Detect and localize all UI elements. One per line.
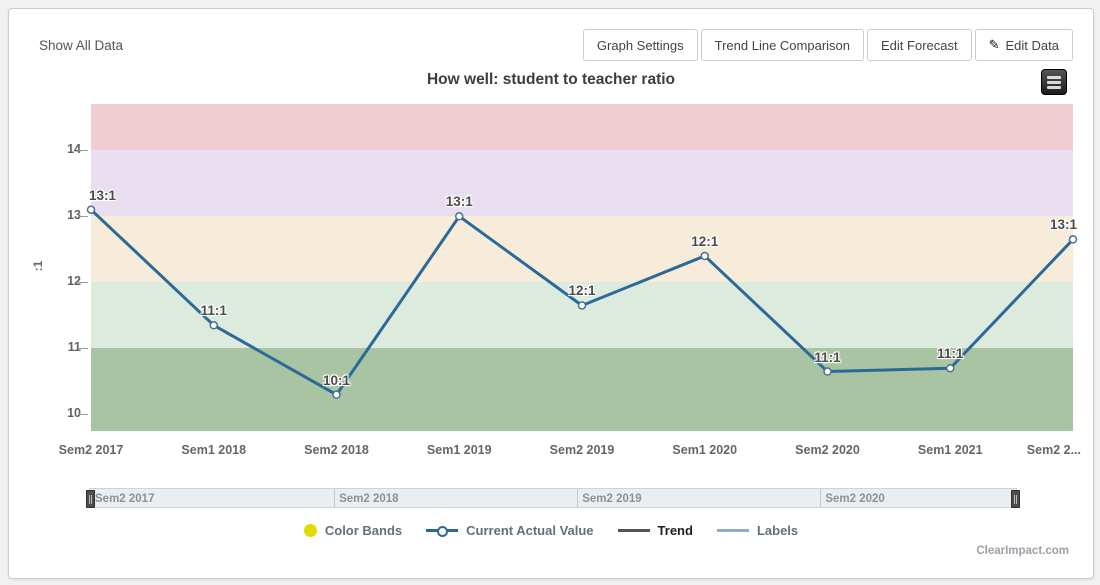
series-point-marker[interactable] [700,251,709,261]
y-tick-label: 12 [67,274,81,289]
series-point-marker[interactable] [577,301,587,310]
navigator-label: Sem2 2019 [582,493,642,505]
navigator-left-handle[interactable] [86,490,95,508]
series-point-marker[interactable] [209,321,218,330]
legend-item-trend[interactable]: Trend [617,523,693,538]
legend-line-icon [617,529,650,532]
y-tick-mark [78,282,88,284]
legend-line-icon [426,525,459,537]
y-tick-label: 10 [67,406,81,421]
x-tick-label: Sem2 2... [1026,443,1081,457]
x-tick-label: Sem2 2018 [304,443,369,457]
data-point-label: 11:1 [937,346,964,362]
pencil-icon: ✎ [988,37,1000,52]
legend-label: Color Bands [324,523,403,538]
color-red-band [91,104,1073,151]
color-amber-band [91,216,1073,283]
y-axis-title: :1 [31,260,45,272]
button-label: Graph Settings [596,37,684,53]
navigator-right-handle[interactable] [1011,490,1020,508]
data-point-label: 13:1 [89,187,117,203]
series-point-marker[interactable] [332,390,341,399]
legend-label: Trend [657,523,693,538]
series-point-marker[interactable] [823,367,832,376]
toolbar-button-group: Graph Settings Trend Line Comparison Edit … [582,29,1073,61]
y-tick-label: 14 [67,142,81,157]
hamburger-icon [1047,85,1061,89]
legend-item-current-actual-value[interactable]: Current Actual Value [426,523,594,538]
series-point-marker[interactable] [1068,235,1078,244]
x-tick-label: Sem1 2018 [181,443,247,457]
x-tick-label: Sem2 2020 [795,443,860,457]
chart-legend: Color Bands Current Actual Value Trend Labe… [9,523,1093,538]
chart-title: How well: student to teacher ratio [426,71,676,88]
chart-card: Show All Data Graph Settings Trend Line C… [8,8,1094,579]
data-point-label: 11:1 [200,303,227,319]
hamburger-icon [1047,75,1061,79]
x-tick-label: Sem1 2019 [426,443,492,457]
data-point-label: 12:1 [568,283,596,299]
show-all-data-link[interactable]: Show All Data [39,38,124,53]
y-tick-mark [78,414,88,416]
data-point-label: 12:1 [691,233,719,249]
export-menu-button[interactable] [1041,69,1067,95]
y-tick-mark [78,348,88,350]
legend-item-labels[interactable]: Labels [716,523,799,538]
x-tick-label: Sem1 2021 [917,443,983,457]
navigator-separator [820,489,822,507]
navigator-label: Sem2 2017 [95,493,155,505]
y-tick-mark [78,216,88,218]
navigator-separator [577,489,579,507]
y-tick-label: 11 [67,340,81,355]
edit-forecast-button[interactable]: Edit Forecast [867,29,972,61]
legend-label: Labels [756,523,799,538]
y-tick-mark [78,150,88,152]
legend-line-icon [716,529,749,532]
range-navigator[interactable]: Sem2 2017 Sem2 2018 Sem2 2019 Sem2 2020 [86,488,1020,508]
data-point-label: 13:1 [1049,217,1077,233]
color-purple-band [91,150,1073,217]
edit-data-button[interactable]: ✎ Edit Data [974,29,1073,61]
series-point-marker[interactable] [946,363,955,373]
y-tick-label: 13 [67,208,81,223]
trend-line-comparison-button[interactable]: Trend Line Comparison [700,29,865,61]
series-point-marker[interactable] [455,212,464,221]
navigator-label: Sem2 2020 [825,493,885,505]
button-label: Edit Data [1005,37,1059,53]
navigator-label: Sem2 2018 [339,493,399,505]
hamburger-icon [1047,80,1061,84]
data-point-label: 13:1 [445,194,473,210]
data-point-label: 10:1 [322,372,351,388]
navigator-separator [334,489,336,507]
legend-label: Current Actual Value [466,523,594,538]
button-label: Trend Line Comparison [714,37,851,53]
x-tick-label: Sem2 2019 [549,443,615,457]
series-point-marker[interactable] [86,205,96,214]
x-tick-label: Sem1 2020 [672,443,738,457]
legend-circle-icon [303,524,317,537]
graph-settings-button[interactable]: Graph Settings [582,29,698,61]
button-label: Edit Forecast [881,37,958,53]
legend-marker-icon [437,525,449,537]
data-point-label: 11:1 [814,349,841,365]
x-tick-label: Sem2 2017 [58,443,124,457]
clearimpact-watermark: ClearImpact.com [976,545,1069,557]
legend-item-color-bands[interactable]: Color Bands [303,523,403,538]
